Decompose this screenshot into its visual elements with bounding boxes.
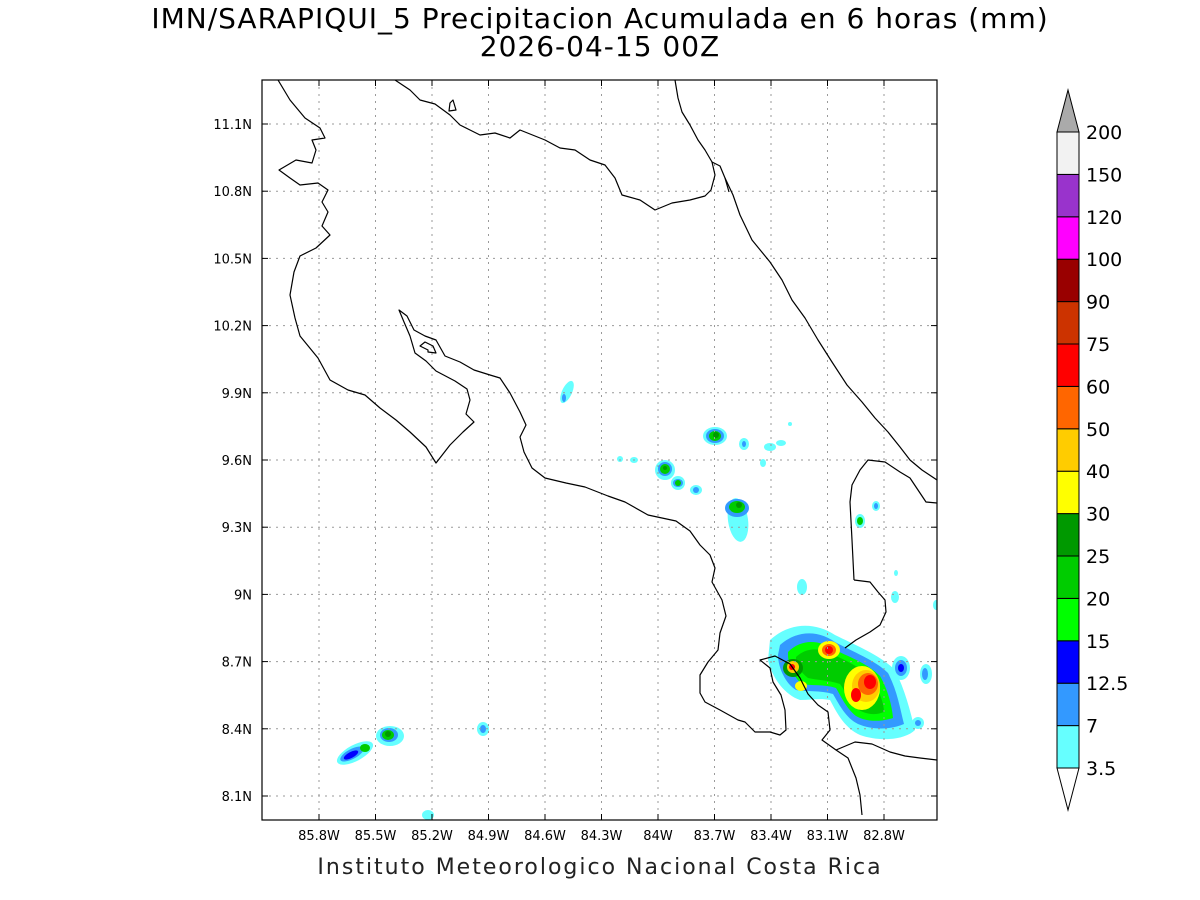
colorbar-box: [1056, 173, 1080, 218]
colorbar-label: 150: [1086, 164, 1122, 186]
colorbar-label: 100: [1086, 249, 1122, 271]
colorbar-box: [1056, 725, 1080, 769]
rain-cell: [703, 427, 727, 445]
lon-tick-label: 84.3W: [581, 829, 623, 844]
rain-cell: [671, 476, 685, 490]
latitude-axis: 11.1N 10.8N 10.5N 10.2N 9.9N 9.6N 9.3N 9N 8.7N 8.…: [213, 118, 937, 805]
lon-tick-label: 85.2W: [411, 829, 453, 844]
colorbar-label: 90: [1086, 292, 1110, 314]
colorbar-label: 20: [1086, 588, 1110, 610]
rain-cell: [560, 380, 574, 404]
lat-tick-label: 9.9N: [222, 387, 252, 402]
colorbar-label: 3.5: [1086, 758, 1116, 780]
rain-cell: [376, 726, 404, 746]
rain-cell: [739, 422, 792, 467]
colorbar: 3.5 7 12.5 15 20 25 30 40 50 60 75 90 100 120 150 200: [1056, 88, 1128, 812]
colorbar-label: 75: [1086, 334, 1110, 356]
colorbar-box: [1056, 258, 1080, 303]
lon-tick-label: 84.6W: [524, 829, 566, 844]
rain-cell: [336, 741, 374, 765]
colorbar-max-arrow: [1056, 88, 1080, 133]
lat-lon-grid: [262, 80, 937, 820]
lat-tick-label: 10.5N: [213, 252, 252, 267]
lon-tick-label: 83.1W: [807, 829, 849, 844]
rain-cell: [422, 810, 434, 820]
rain-cell: [655, 460, 675, 480]
colorbar-box: [1056, 343, 1080, 387]
map-frame: [261, 79, 938, 821]
lon-tick-label: 85.8W: [298, 829, 340, 844]
longitude-axis: 85.8W 85.5W 85.2W 84.9W 84.6W 84.3W 84W 83.7W 83…: [298, 80, 905, 844]
coastlines: [277, 80, 937, 816]
colorbar-box: [1056, 470, 1080, 515]
colorbar-label: 30: [1086, 504, 1110, 526]
colorbar-label: 50: [1086, 419, 1110, 441]
colorbar-label: 60: [1086, 376, 1110, 398]
lat-tick-label: 10.8N: [213, 185, 252, 200]
lon-tick-label: 85.5W: [355, 829, 397, 844]
lat-tick-label: 10.2N: [213, 320, 252, 335]
colorbar-label: 120: [1086, 207, 1122, 229]
rain-cell: [797, 501, 937, 610]
colorbar-label: 200: [1086, 122, 1122, 144]
rain-cell: [477, 722, 489, 736]
lat-tick-label: 9.6N: [222, 454, 252, 469]
colorbar-box: [1056, 555, 1080, 599]
map-datetime: 2026-04-15 00Z: [479, 30, 721, 63]
rain-cell: [725, 498, 749, 542]
colorbar-box: [1056, 131, 1080, 175]
lon-tick-label: 83.4W: [750, 829, 792, 844]
map-title: IMN/SARAPIQUI_5 Precipitacion Acumulada …: [151, 2, 1049, 35]
lon-tick-label: 82.8W: [863, 829, 905, 844]
rain-cell: [768, 625, 932, 740]
colorbar-box: [1056, 597, 1080, 642]
lat-tick-label: 9N: [234, 588, 252, 603]
colorbar-box: [1056, 216, 1080, 260]
lat-tick-label: 8.7N: [222, 656, 252, 671]
colorbar-box: [1056, 385, 1080, 430]
lon-tick-label: 84W: [643, 829, 673, 844]
rain-cell: [690, 485, 702, 495]
colorbar-box: [1056, 301, 1080, 345]
colorbar-min-arrow: [1056, 767, 1080, 812]
lat-tick-label: 8.4N: [222, 723, 252, 738]
footer-credit: Instituto Meteorologico Nacional Costa R…: [317, 855, 883, 880]
colorbar-label: 40: [1086, 461, 1110, 483]
colorbar-label: 12.5: [1086, 673, 1128, 695]
precipitation-field: [336, 380, 937, 820]
colorbar-box: [1056, 682, 1080, 727]
lon-tick-label: 84.9W: [468, 829, 510, 844]
colorbar-box: [1056, 428, 1080, 472]
colorbar-box: [1056, 640, 1080, 684]
lat-tick-label: 9.3N: [222, 521, 252, 536]
colorbar-box: [1056, 513, 1080, 557]
lat-tick-label: 8.1N: [222, 790, 252, 805]
colorbar-label: 25: [1086, 546, 1110, 568]
colorbar-label: 15: [1086, 631, 1110, 653]
lon-tick-label: 83.7W: [694, 829, 736, 844]
lat-tick-label: 11.1N: [213, 118, 252, 133]
colorbar-label: 7: [1086, 716, 1098, 738]
